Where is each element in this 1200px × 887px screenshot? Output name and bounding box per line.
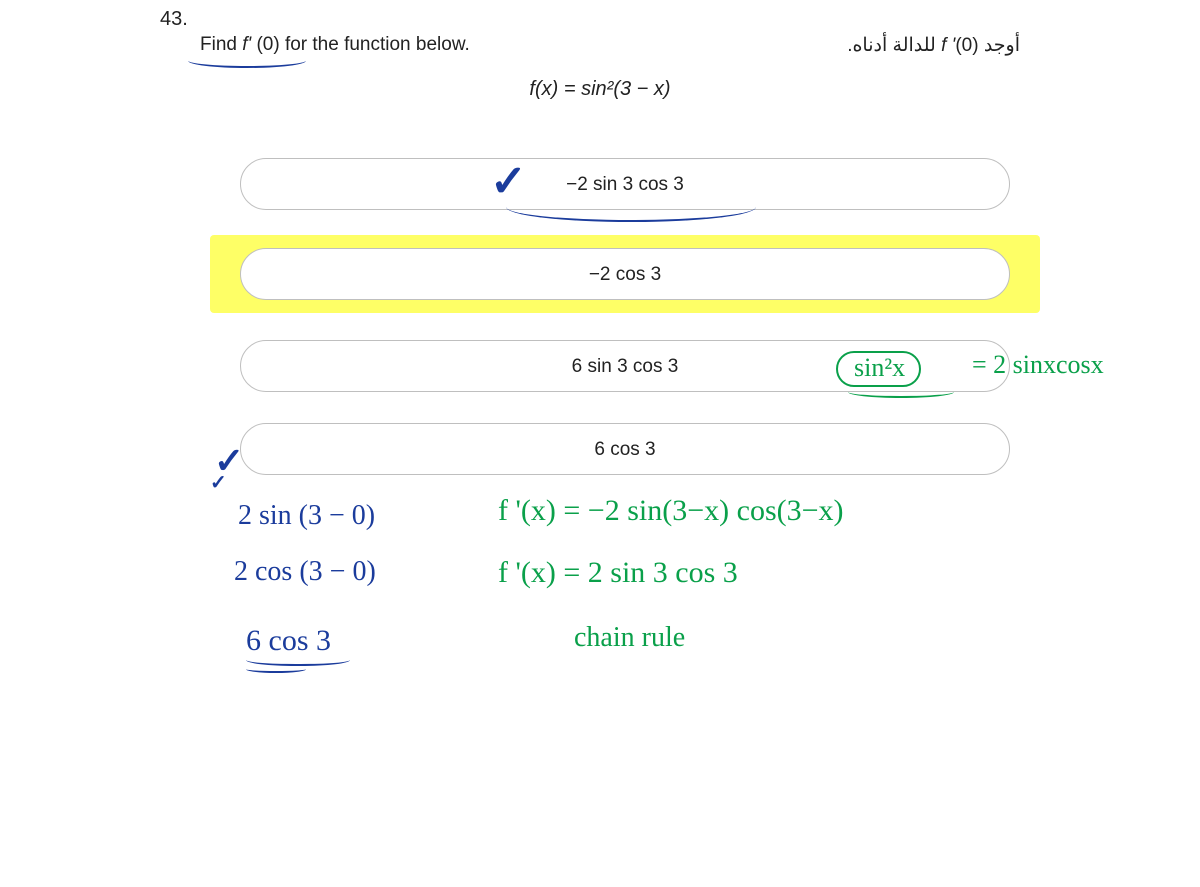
prompt-en-post: (0) for the function below. bbox=[256, 34, 469, 55]
option-b[interactable]: −2 cos 3 bbox=[240, 248, 1010, 300]
hint-derivative-bubble: sin²x bbox=[836, 351, 921, 387]
underline-arc-a bbox=[506, 202, 756, 222]
work-step-1: 2 sin (3 − 0) bbox=[238, 500, 375, 532]
prompt-arabic: أوجد f '(0) للدالة أدناه. bbox=[847, 34, 1020, 57]
prompt-en-f: f' bbox=[242, 34, 256, 55]
hint-underline bbox=[848, 390, 954, 398]
hint-derivative-rest: = 2 sinxcosx bbox=[972, 350, 1104, 380]
work-step-2: 2 cos (3 − 0) bbox=[234, 556, 376, 588]
calc-fprime-x: f '(x) = −2 sin(3−x) cos(3−x) bbox=[498, 494, 844, 528]
work3-underline-2 bbox=[246, 668, 306, 673]
underline-for bbox=[188, 58, 306, 68]
prompt-en-pre: Find bbox=[200, 34, 242, 55]
prompt-ar-pre: أوجد bbox=[979, 35, 1020, 56]
calc-fprime-0: f '(x) = 2 sin 3 cos 3 bbox=[498, 556, 738, 590]
checkmark-option-d-small: ✓ bbox=[210, 470, 227, 495]
note-chain-rule: chain rule bbox=[574, 622, 685, 654]
prompt-english: Find f' (0) for the function below. bbox=[200, 34, 470, 56]
checkmark-option-a: ✓ bbox=[490, 156, 527, 207]
worksheet-page: 43. Find f' (0) for the function below. … bbox=[0, 0, 1200, 887]
prompt-ar-post: (0) للدالة أدناه. bbox=[847, 35, 978, 56]
question-number: 43. bbox=[160, 8, 188, 31]
work3-underline-1 bbox=[246, 660, 350, 666]
function-formula: f(x) = sin²(3 − x) bbox=[0, 78, 1200, 101]
option-d[interactable]: 6 cos 3 bbox=[240, 423, 1010, 475]
prompt-ar-f: f ' bbox=[941, 35, 955, 56]
work-step-3: 6 cos 3 bbox=[246, 624, 331, 658]
